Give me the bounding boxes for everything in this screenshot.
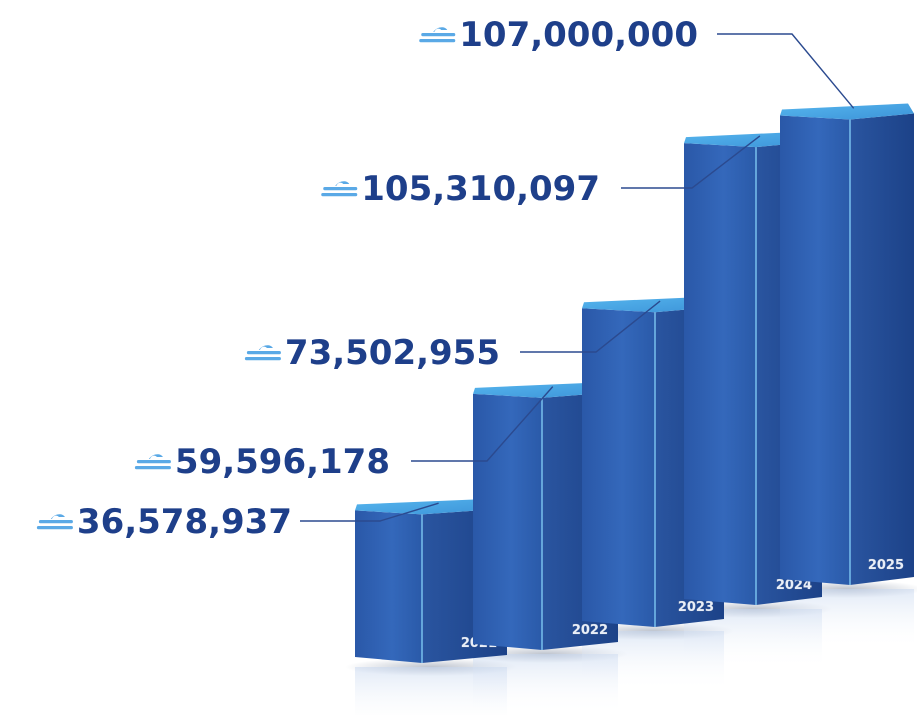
leader-line (300, 502, 439, 522)
value-label: 73,502,955 (285, 333, 500, 373)
coin-stack-icon (321, 181, 358, 197)
currency-icon-line-1 (136, 460, 171, 464)
leader-line (411, 386, 554, 462)
currency-icon-line-1 (323, 187, 358, 191)
bars-group: 20212022202320242025 (355, 103, 914, 663)
year-label: 2025 (868, 558, 904, 573)
currency-icon-top (50, 514, 65, 519)
currency-icon-line-2 (321, 193, 358, 197)
value-label-2022: 59,596,178 (134, 442, 390, 482)
coin-stack-icon (36, 514, 73, 530)
year-label: 2024 (776, 578, 812, 593)
currency-icon-line-2 (419, 39, 456, 43)
currency-icon-top (433, 27, 448, 32)
value-label: 59,596,178 (175, 442, 390, 482)
bar-front-face (355, 510, 422, 663)
currency-icon-top (258, 345, 273, 350)
coin-stack-icon (134, 454, 171, 470)
bar-top-face (473, 381, 618, 398)
value-label: 107,000,000 (459, 15, 698, 55)
currency-icon-top (335, 181, 350, 186)
value-label-2021: 36,578,937 (36, 502, 292, 542)
currency-icon-line-2 (244, 357, 281, 361)
bar-top-face (780, 103, 914, 120)
value-label: 105,310,097 (361, 169, 600, 209)
leader-line (717, 33, 855, 109)
bar-side-face (850, 113, 914, 585)
currency-icon-line-2 (36, 526, 73, 530)
leader-lines (300, 33, 855, 522)
leader-line (621, 135, 761, 189)
currency-icon-line-2 (134, 466, 171, 470)
currency-icon-line-1 (421, 33, 456, 37)
bar-front-face (582, 308, 655, 627)
bar-2025: 2025 (780, 103, 914, 585)
value-labels: 36,578,937 59,596,178 73,502,955 105,310,09… (36, 15, 698, 542)
leader-line (520, 300, 661, 353)
bar-front-face (473, 393, 542, 650)
year-label: 2023 (678, 600, 714, 615)
value-label-2024: 105,310,097 (321, 169, 600, 209)
year-label: 2022 (572, 623, 608, 638)
coin-stack-icon (419, 27, 456, 43)
value-label-2025: 107,000,000 (419, 15, 698, 55)
value-label-2023: 73,502,955 (244, 333, 500, 373)
currency-icon-line-1 (246, 351, 281, 355)
currency-icon-line-1 (38, 520, 73, 524)
bar-front-face (780, 115, 850, 585)
bar-front-face (684, 143, 756, 606)
currency-icon-top (148, 454, 163, 459)
bar-top-face (355, 498, 507, 515)
value-label: 36,578,937 (77, 502, 292, 542)
coin-stack-icon (244, 345, 281, 361)
